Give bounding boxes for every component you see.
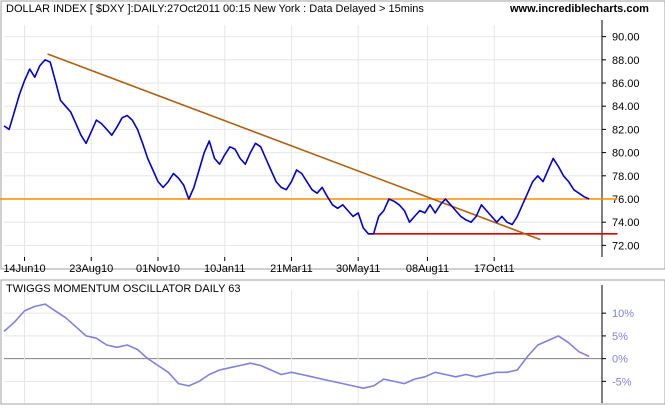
site-url[interactable]: www.incrediblecharts.com bbox=[509, 3, 649, 15]
price-xtick-label: 01Nov10 bbox=[136, 263, 180, 275]
price-xtick-label: 14Jun10 bbox=[3, 263, 45, 275]
price-xtick-label: 30May11 bbox=[336, 263, 380, 275]
price-ytick-label: 90.00 bbox=[612, 32, 640, 44]
price-xtick-label: 23Aug10 bbox=[69, 263, 113, 275]
oscillator-panel-frame bbox=[0, 279, 665, 405]
downtrend-line bbox=[47, 53, 541, 241]
oscillator-series-line bbox=[3, 303, 590, 389]
price-ytick-label: 86.00 bbox=[612, 78, 640, 90]
price-ytick-label: 78.00 bbox=[612, 171, 640, 183]
price-xtick-label: 21Mar11 bbox=[270, 263, 313, 275]
oscillator-ytick-label: 10% bbox=[612, 308, 634, 320]
price-ytick-label: 80.00 bbox=[612, 148, 640, 160]
price-ytick-label: 88.00 bbox=[612, 55, 640, 67]
price-chart-title: DOLLAR INDEX [ $DXY ]:DAILY:27Oct2011 00… bbox=[6, 3, 424, 15]
price-grid bbox=[4, 25, 602, 257]
oscillator-ytick-label: 0% bbox=[612, 354, 628, 366]
price-ytick-label: 82.00 bbox=[612, 124, 640, 136]
oscillator-y-ticks: 10% 5% 0% -5% bbox=[601, 285, 634, 403]
price-lines bbox=[0, 53, 618, 241]
price-y-ticks: 72.00 74.00 76.00 78.00 80.00 82.00 84.00 86.00… bbox=[601, 20, 640, 257]
price-ytick-label: 76.00 bbox=[612, 194, 640, 206]
price-x-ticks: 14Jun10 23Aug10 01Nov10 10Jan11 21Mar11 30May… bbox=[3, 257, 515, 275]
oscillator-lines bbox=[3, 303, 590, 389]
price-panel-frame bbox=[0, 0, 665, 270]
price-xtick-label: 08Aug11 bbox=[406, 263, 449, 275]
price-xtick-label: 17Oct11 bbox=[474, 263, 515, 275]
oscillator-ytick-label: -5% bbox=[612, 376, 632, 388]
price-series-line bbox=[3, 59, 590, 235]
price-xtick-label: 10Jan11 bbox=[204, 263, 245, 275]
oscillator-ytick-label: 5% bbox=[612, 331, 628, 343]
price-ytick-label: 84.00 bbox=[612, 101, 640, 113]
oscillator-grid bbox=[4, 290, 602, 403]
oscillator-title: TWIGGS MOMENTUM OSCILLATOR DAILY 63 bbox=[6, 283, 241, 295]
price-ytick-label: 72.00 bbox=[612, 240, 640, 252]
price-ytick-label: 74.00 bbox=[612, 217, 640, 229]
